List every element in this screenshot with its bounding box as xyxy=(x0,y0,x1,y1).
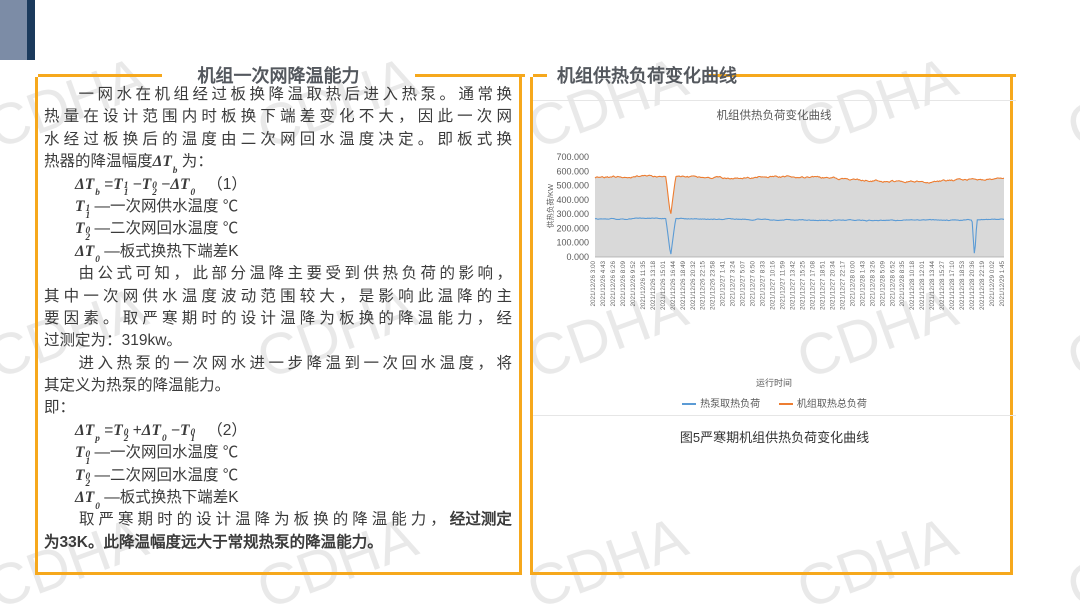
svg-text:2021/12/28 22:19: 2021/12/28 22:19 xyxy=(979,261,986,311)
svg-text:2021/12/26 15:01: 2021/12/26 15:01 xyxy=(660,261,667,311)
svg-text:2021/12/27 6:50: 2021/12/27 6:50 xyxy=(750,261,757,307)
svg-text:2021/12/27 17:08: 2021/12/27 17:08 xyxy=(810,261,817,311)
svg-text:2021/12/28 1:43: 2021/12/28 1:43 xyxy=(859,261,866,307)
svg-text:2021/12/26 23:58: 2021/12/26 23:58 xyxy=(710,261,717,311)
svg-text:2021/12/28 12:01: 2021/12/28 12:01 xyxy=(919,261,926,311)
svg-text:机组供热负荷变化曲线: 机组供热负荷变化曲线 xyxy=(717,108,832,122)
svg-text:2021/12/28 5:09: 2021/12/28 5:09 xyxy=(879,261,886,307)
svg-text:2021/12/28 3:26: 2021/12/28 3:26 xyxy=(869,261,876,307)
svg-text:2021/12/28 0:00: 2021/12/28 0:00 xyxy=(849,261,856,307)
svg-text:400.000: 400.000 xyxy=(556,195,589,205)
svg-text:2021/12/27 15:25: 2021/12/27 15:25 xyxy=(800,261,807,311)
svg-text:2021/12/28 8:35: 2021/12/28 8:35 xyxy=(899,261,906,307)
svg-text:2021/12/29 0:02: 2021/12/29 0:02 xyxy=(989,261,996,307)
svg-text:500.000: 500.000 xyxy=(556,181,589,191)
svg-text:2021/12/26 13:18: 2021/12/26 13:18 xyxy=(650,261,657,311)
svg-text:2021/12/26 11:35: 2021/12/26 11:35 xyxy=(640,261,647,310)
svg-text:2021/12/26 20:32: 2021/12/26 20:32 xyxy=(690,261,697,311)
svg-text:2021/12/27 18:51: 2021/12/27 18:51 xyxy=(819,261,826,311)
svg-text:2021/12/27 11:59: 2021/12/27 11:59 xyxy=(780,261,787,310)
svg-text:2021/12/28 15:27: 2021/12/28 15:27 xyxy=(939,261,946,311)
svg-text:2021/12/28 10:18: 2021/12/28 10:18 xyxy=(909,261,916,311)
svg-text:2021/12/27 3:24: 2021/12/27 3:24 xyxy=(730,261,737,307)
svg-text:2021/12/27 5:07: 2021/12/27 5:07 xyxy=(740,261,747,307)
svg-text:2021/12/26 3:00: 2021/12/26 3:00 xyxy=(590,261,597,307)
svg-text:2021/12/28 17:10: 2021/12/28 17:10 xyxy=(949,261,956,311)
svg-text:2021/12/26 18:49: 2021/12/26 18:49 xyxy=(680,261,687,311)
svg-text:2021/12/27 22:17: 2021/12/27 22:17 xyxy=(839,261,846,311)
svg-text:300.000: 300.000 xyxy=(556,209,589,219)
svg-text:100.000: 100.000 xyxy=(556,238,589,248)
svg-text:2021/12/26 8:09: 2021/12/26 8:09 xyxy=(620,261,627,307)
svg-text:2021/12/27 1:41: 2021/12/27 1:41 xyxy=(720,261,727,307)
svg-text:0.000: 0.000 xyxy=(566,252,589,262)
svg-text:600.000: 600.000 xyxy=(556,166,589,176)
svg-text:2021/12/28 18:53: 2021/12/28 18:53 xyxy=(959,261,966,311)
svg-text:运行时间: 运行时间 xyxy=(756,377,792,388)
svg-text:2021/12/27 8:33: 2021/12/27 8:33 xyxy=(760,261,767,307)
svg-text:2021/12/27 13:42: 2021/12/27 13:42 xyxy=(790,261,797,311)
svg-text:2021/12/28 13:44: 2021/12/28 13:44 xyxy=(929,261,936,311)
svg-text:2021/12/27 20:34: 2021/12/27 20:34 xyxy=(829,261,836,311)
svg-text:2021/12/26 9:52: 2021/12/26 9:52 xyxy=(630,261,637,307)
svg-text:2021/12/26 4:43: 2021/12/26 4:43 xyxy=(600,261,607,307)
svg-text:200.000: 200.000 xyxy=(556,223,589,233)
svg-text:700.000: 700.000 xyxy=(556,152,589,162)
svg-text:2021/12/27 10:16: 2021/12/27 10:16 xyxy=(770,261,777,311)
svg-text:2021/12/28 6:52: 2021/12/28 6:52 xyxy=(889,261,896,307)
svg-text:2021/12/26 22:15: 2021/12/26 22:15 xyxy=(700,261,707,311)
svg-text:供热负荷/KW: 供热负荷/KW xyxy=(545,183,555,228)
svg-text:2021/12/26 6:26: 2021/12/26 6:26 xyxy=(610,261,617,307)
svg-text:2021/12/26 16:44: 2021/12/26 16:44 xyxy=(670,261,677,311)
svg-text:2021/12/29 1:45: 2021/12/29 1:45 xyxy=(999,261,1006,307)
svg-text:2021/12/28 20:36: 2021/12/28 20:36 xyxy=(969,261,976,311)
